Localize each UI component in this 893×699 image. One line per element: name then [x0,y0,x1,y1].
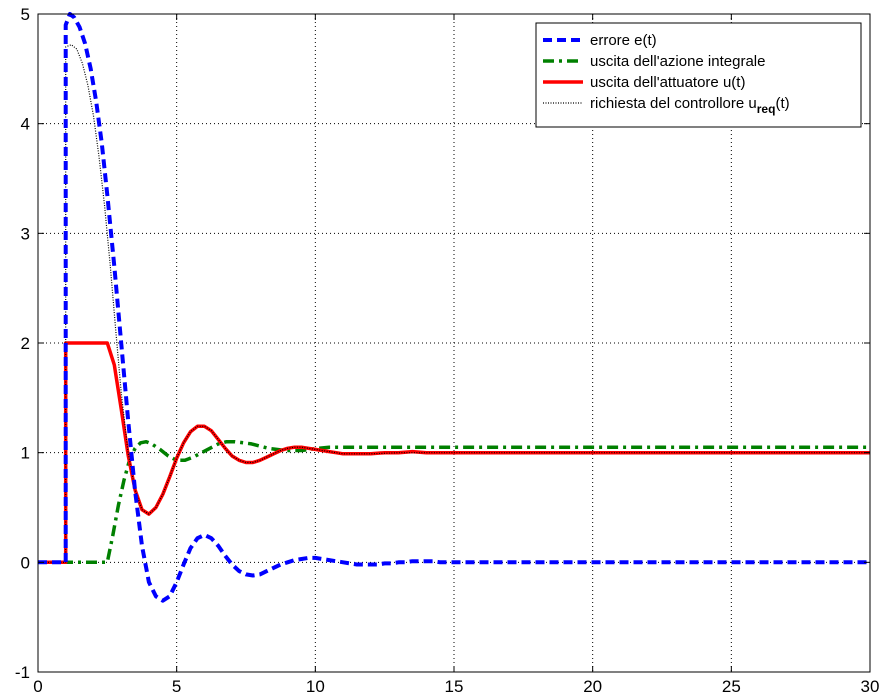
series-layer [38,12,870,603]
x-tick-label: 25 [722,677,741,696]
x-tick-label: 20 [583,677,602,696]
x-tick-label: 0 [33,677,42,696]
legend: errore e(t) uscita dell'azione integrale u… [535,22,862,128]
y-tick-label: 3 [21,224,30,243]
legend-label-1: uscita dell'azione integrale [590,53,765,70]
legend-label-0: errore e(t) [590,32,657,49]
y-tick-label: 5 [21,5,30,24]
series-line-3 [38,44,870,563]
y-tick-label: -1 [15,663,30,682]
y-tick-label: 0 [21,553,30,572]
legend-entries: errore e(t) uscita dell'azione integrale u… [543,32,790,116]
series-line-1 [38,439,870,565]
x-tick-label: 30 [861,677,880,696]
y-tick-label: 1 [21,444,30,463]
series-line-0 [38,12,870,603]
legend-box [535,22,862,128]
x-tick-label: 5 [172,677,181,696]
legend-label-3: richiesta del controllore ureq(t) [590,95,790,116]
legend-label-2: uscita dell'attuatore u(t) [590,74,745,91]
x-tick-label: 15 [445,677,464,696]
y-tick-label: 4 [21,115,30,134]
y-tick-label: 2 [21,334,30,353]
x-tick-label: 10 [306,677,325,696]
